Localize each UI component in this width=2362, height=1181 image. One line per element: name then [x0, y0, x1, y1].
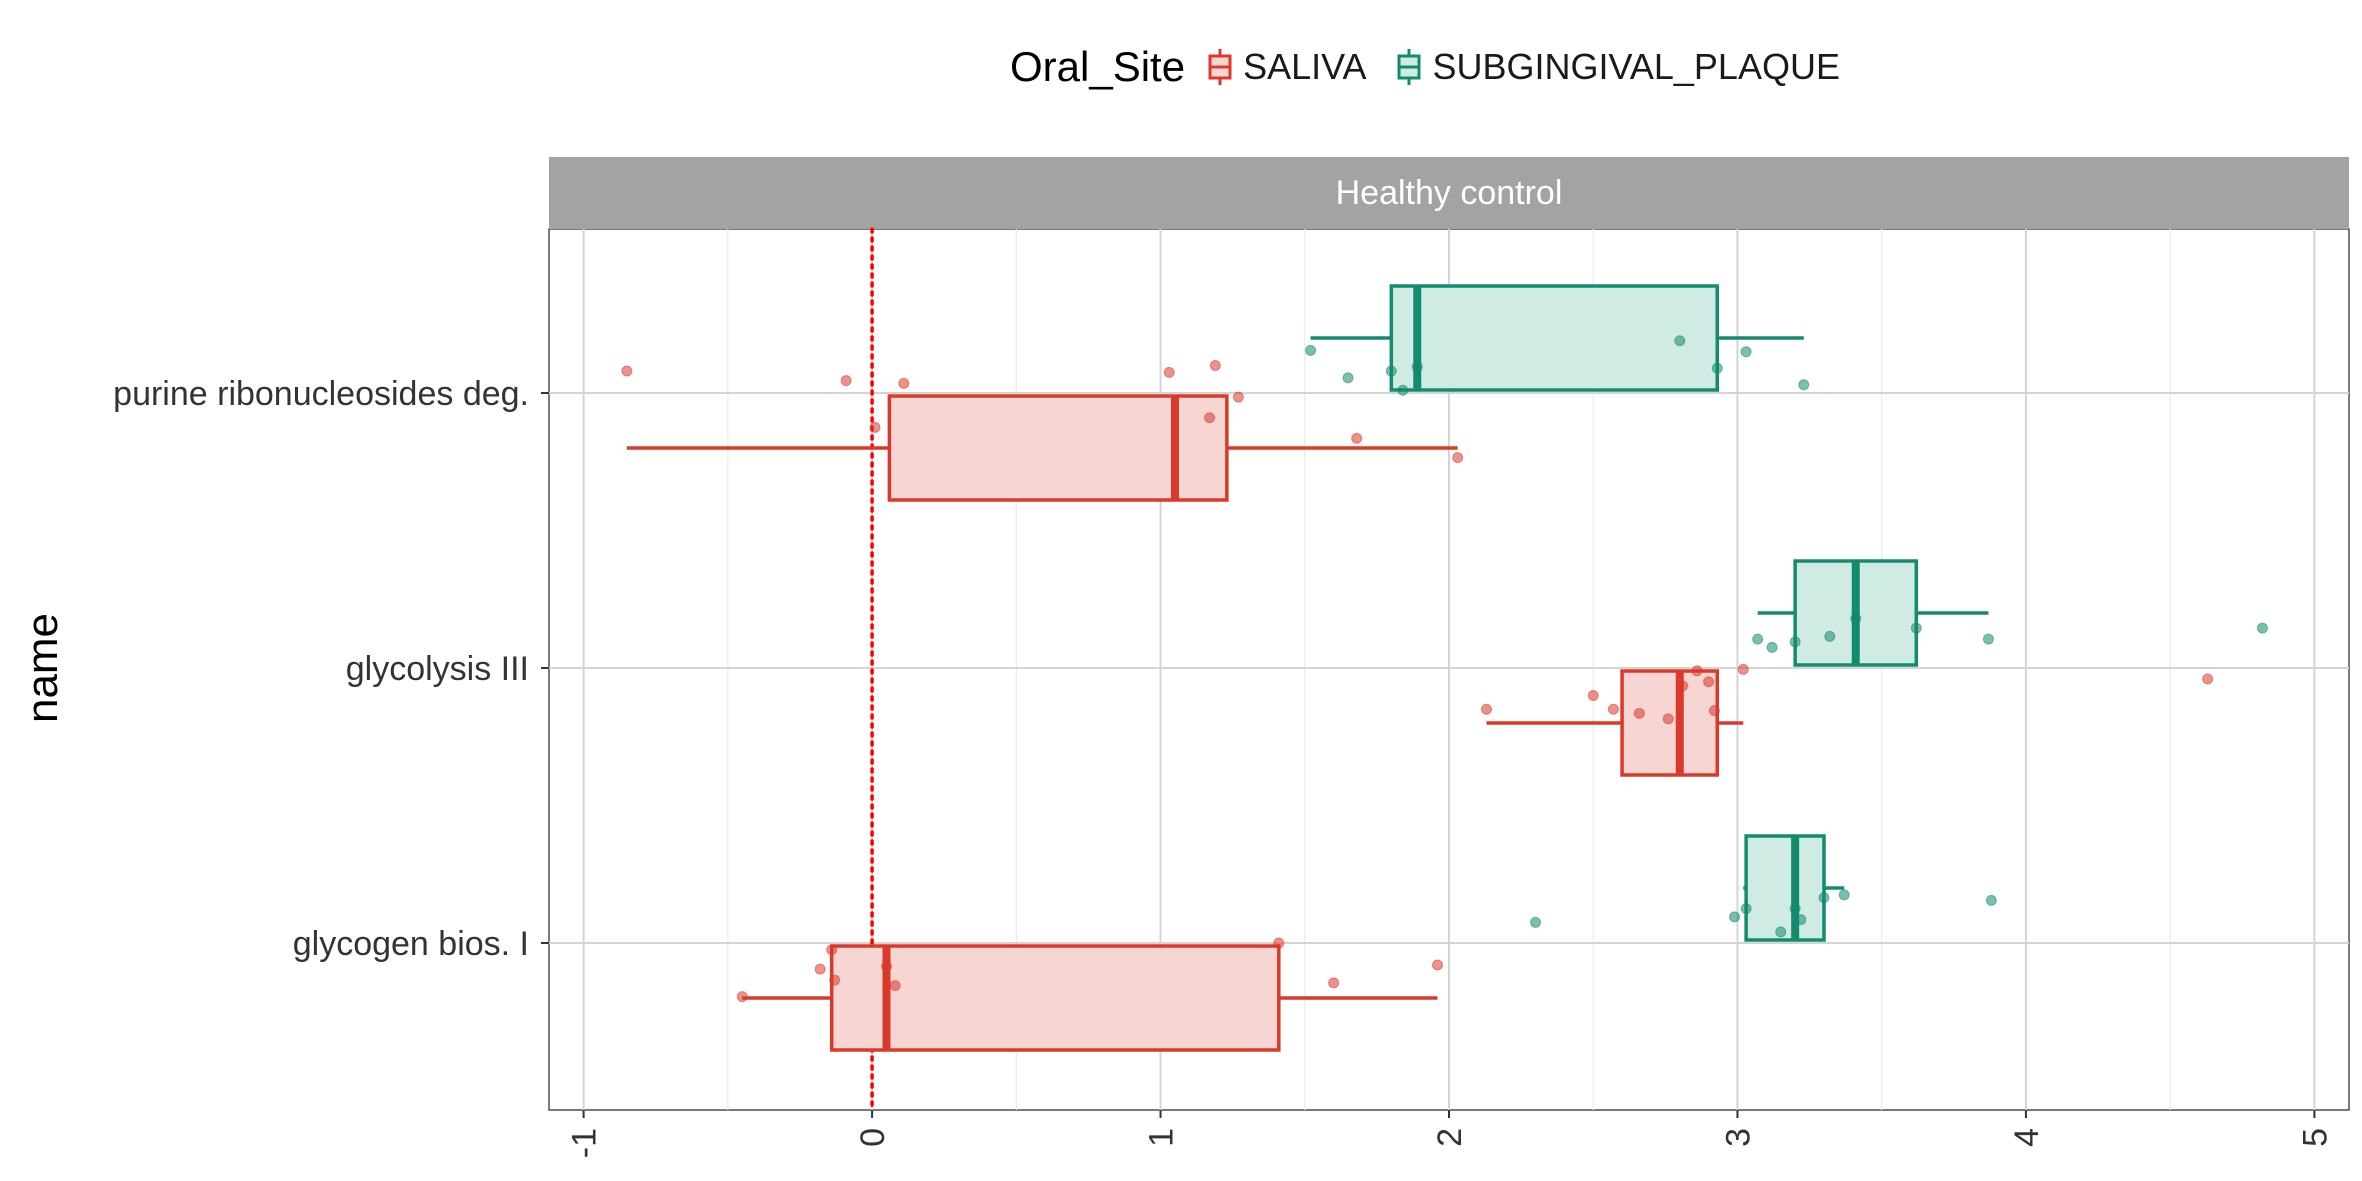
jitter-point: [1729, 911, 1741, 923]
jitter-point: [1910, 622, 1922, 634]
jitter-point: [840, 375, 852, 387]
box-saliva-1: [1481, 663, 2214, 777]
jitter-point: [1850, 613, 1862, 624]
legend-title: Oral_Site: [1010, 43, 1186, 90]
jitter-point: [1775, 926, 1787, 938]
x-tick-label: 1: [1143, 1128, 1181, 1147]
jitter-point: [1740, 903, 1752, 915]
jitter-point: [1530, 916, 1542, 928]
jitter-point: [1737, 663, 1749, 675]
jitter-point: [1789, 903, 1801, 915]
legend: Oral_Site SALIVA SUBGINGIVAL_PLAQUE: [1010, 36, 1856, 98]
jitter-point: [1766, 641, 1778, 653]
legend-key-saliva-icon: [1208, 49, 1232, 85]
x-tick-label: 4: [2008, 1128, 2046, 1147]
box-subgingival-plaque-1: [1752, 559, 2268, 667]
box-saliva-0: [621, 360, 1464, 502]
box-iqr: [1389, 284, 1720, 392]
x-tick-label: 3: [1719, 1128, 1757, 1147]
jitter-point: [1662, 713, 1674, 725]
jitter-point: [1633, 707, 1645, 719]
jitter-point: [1677, 680, 1689, 692]
jitter-point: [1481, 703, 1492, 715]
legend-item-saliva: SALIVA: [1207, 46, 1366, 88]
legend-key-subgingival-plaque-icon: [1397, 49, 1421, 85]
jitter-point: [1431, 959, 1443, 971]
box-subgingival-plaque-0: [1305, 284, 1810, 396]
category-labels: purine ribonucleosides deg. glycolysis II…: [113, 375, 549, 963]
y-tick-label: purine ribonucleosides deg.: [113, 375, 529, 413]
jitter-point: [1587, 690, 1599, 701]
jitter-point: [736, 991, 748, 1003]
x-tick-label: 0: [854, 1128, 892, 1147]
jitter-point: [1232, 391, 1244, 403]
jitter-point: [1411, 361, 1423, 373]
jitter-point: [1163, 366, 1175, 378]
legend-label-saliva: SALIVA: [1243, 46, 1367, 87]
jitter-point: [1824, 630, 1836, 642]
jitter-point: [1789, 636, 1801, 648]
x-tick-label: 2: [1431, 1128, 1469, 1147]
jitter-point: [1818, 892, 1830, 904]
box-iqr: [829, 944, 1281, 1052]
jitter-point: [889, 980, 901, 992]
jitter-point: [1982, 633, 1994, 645]
jitter-point: [1674, 335, 1686, 347]
jitter-point: [1795, 914, 1807, 926]
x-tick-label: 5: [2296, 1128, 2334, 1147]
facet-strip: Healthy control: [549, 157, 2349, 229]
box-subgingival-plaque-2: [1530, 834, 1997, 942]
jitter-point: [2202, 673, 2214, 685]
box-iqr: [887, 394, 1229, 502]
box-saliva-2: [736, 937, 1443, 1052]
jitter-point: [1752, 633, 1764, 645]
x-tick-label: -1: [566, 1128, 604, 1158]
jitter-point: [1740, 346, 1752, 358]
box-marks: [621, 284, 2268, 1052]
x-axis-ticks: -1 0 1 2 3 4 5: [566, 1110, 2334, 1158]
jitter-point: [1204, 412, 1216, 424]
y-tick-label: glycolysis III: [346, 650, 529, 688]
jitter-point: [1305, 344, 1317, 356]
jitter-point: [1397, 384, 1409, 396]
jitter-point: [1691, 665, 1703, 677]
legend-label-subgingival-plaque: SUBGINGIVAL_PLAQUE: [1432, 46, 1840, 87]
jitter-point: [869, 421, 881, 433]
box-iqr: [1744, 834, 1826, 942]
jitter-point: [1708, 705, 1720, 717]
jitter-point: [1711, 362, 1723, 374]
facet-strip-label: Healthy control: [1336, 174, 1563, 212]
legend-item-subgingival-plaque: SUBGINGIVAL_PLAQUE: [1396, 46, 1840, 88]
jitter-point: [1328, 977, 1340, 989]
jitter-point: [1351, 432, 1363, 444]
jitter-point: [1838, 889, 1850, 901]
jitter-point: [1798, 379, 1810, 391]
jitter-point: [1385, 365, 1397, 377]
jitter-point: [898, 377, 910, 389]
jitter-point: [2256, 622, 2268, 634]
jitter-point: [829, 974, 841, 986]
jitter-point: [826, 944, 838, 956]
y-tick-label: glycogen bios. I: [293, 925, 529, 963]
jitter-point: [621, 365, 633, 377]
jitter-point: [1985, 894, 1997, 906]
jitter-point: [1452, 452, 1464, 464]
jitter-point: [1342, 372, 1354, 384]
y-axis-title: name: [18, 613, 67, 723]
jitter-point: [1273, 937, 1285, 949]
jitter-point: [814, 963, 826, 975]
jitter-point: [1703, 676, 1715, 688]
jitter-point: [881, 960, 892, 972]
jitter-point: [1209, 360, 1221, 371]
jitter-point: [1607, 703, 1619, 715]
